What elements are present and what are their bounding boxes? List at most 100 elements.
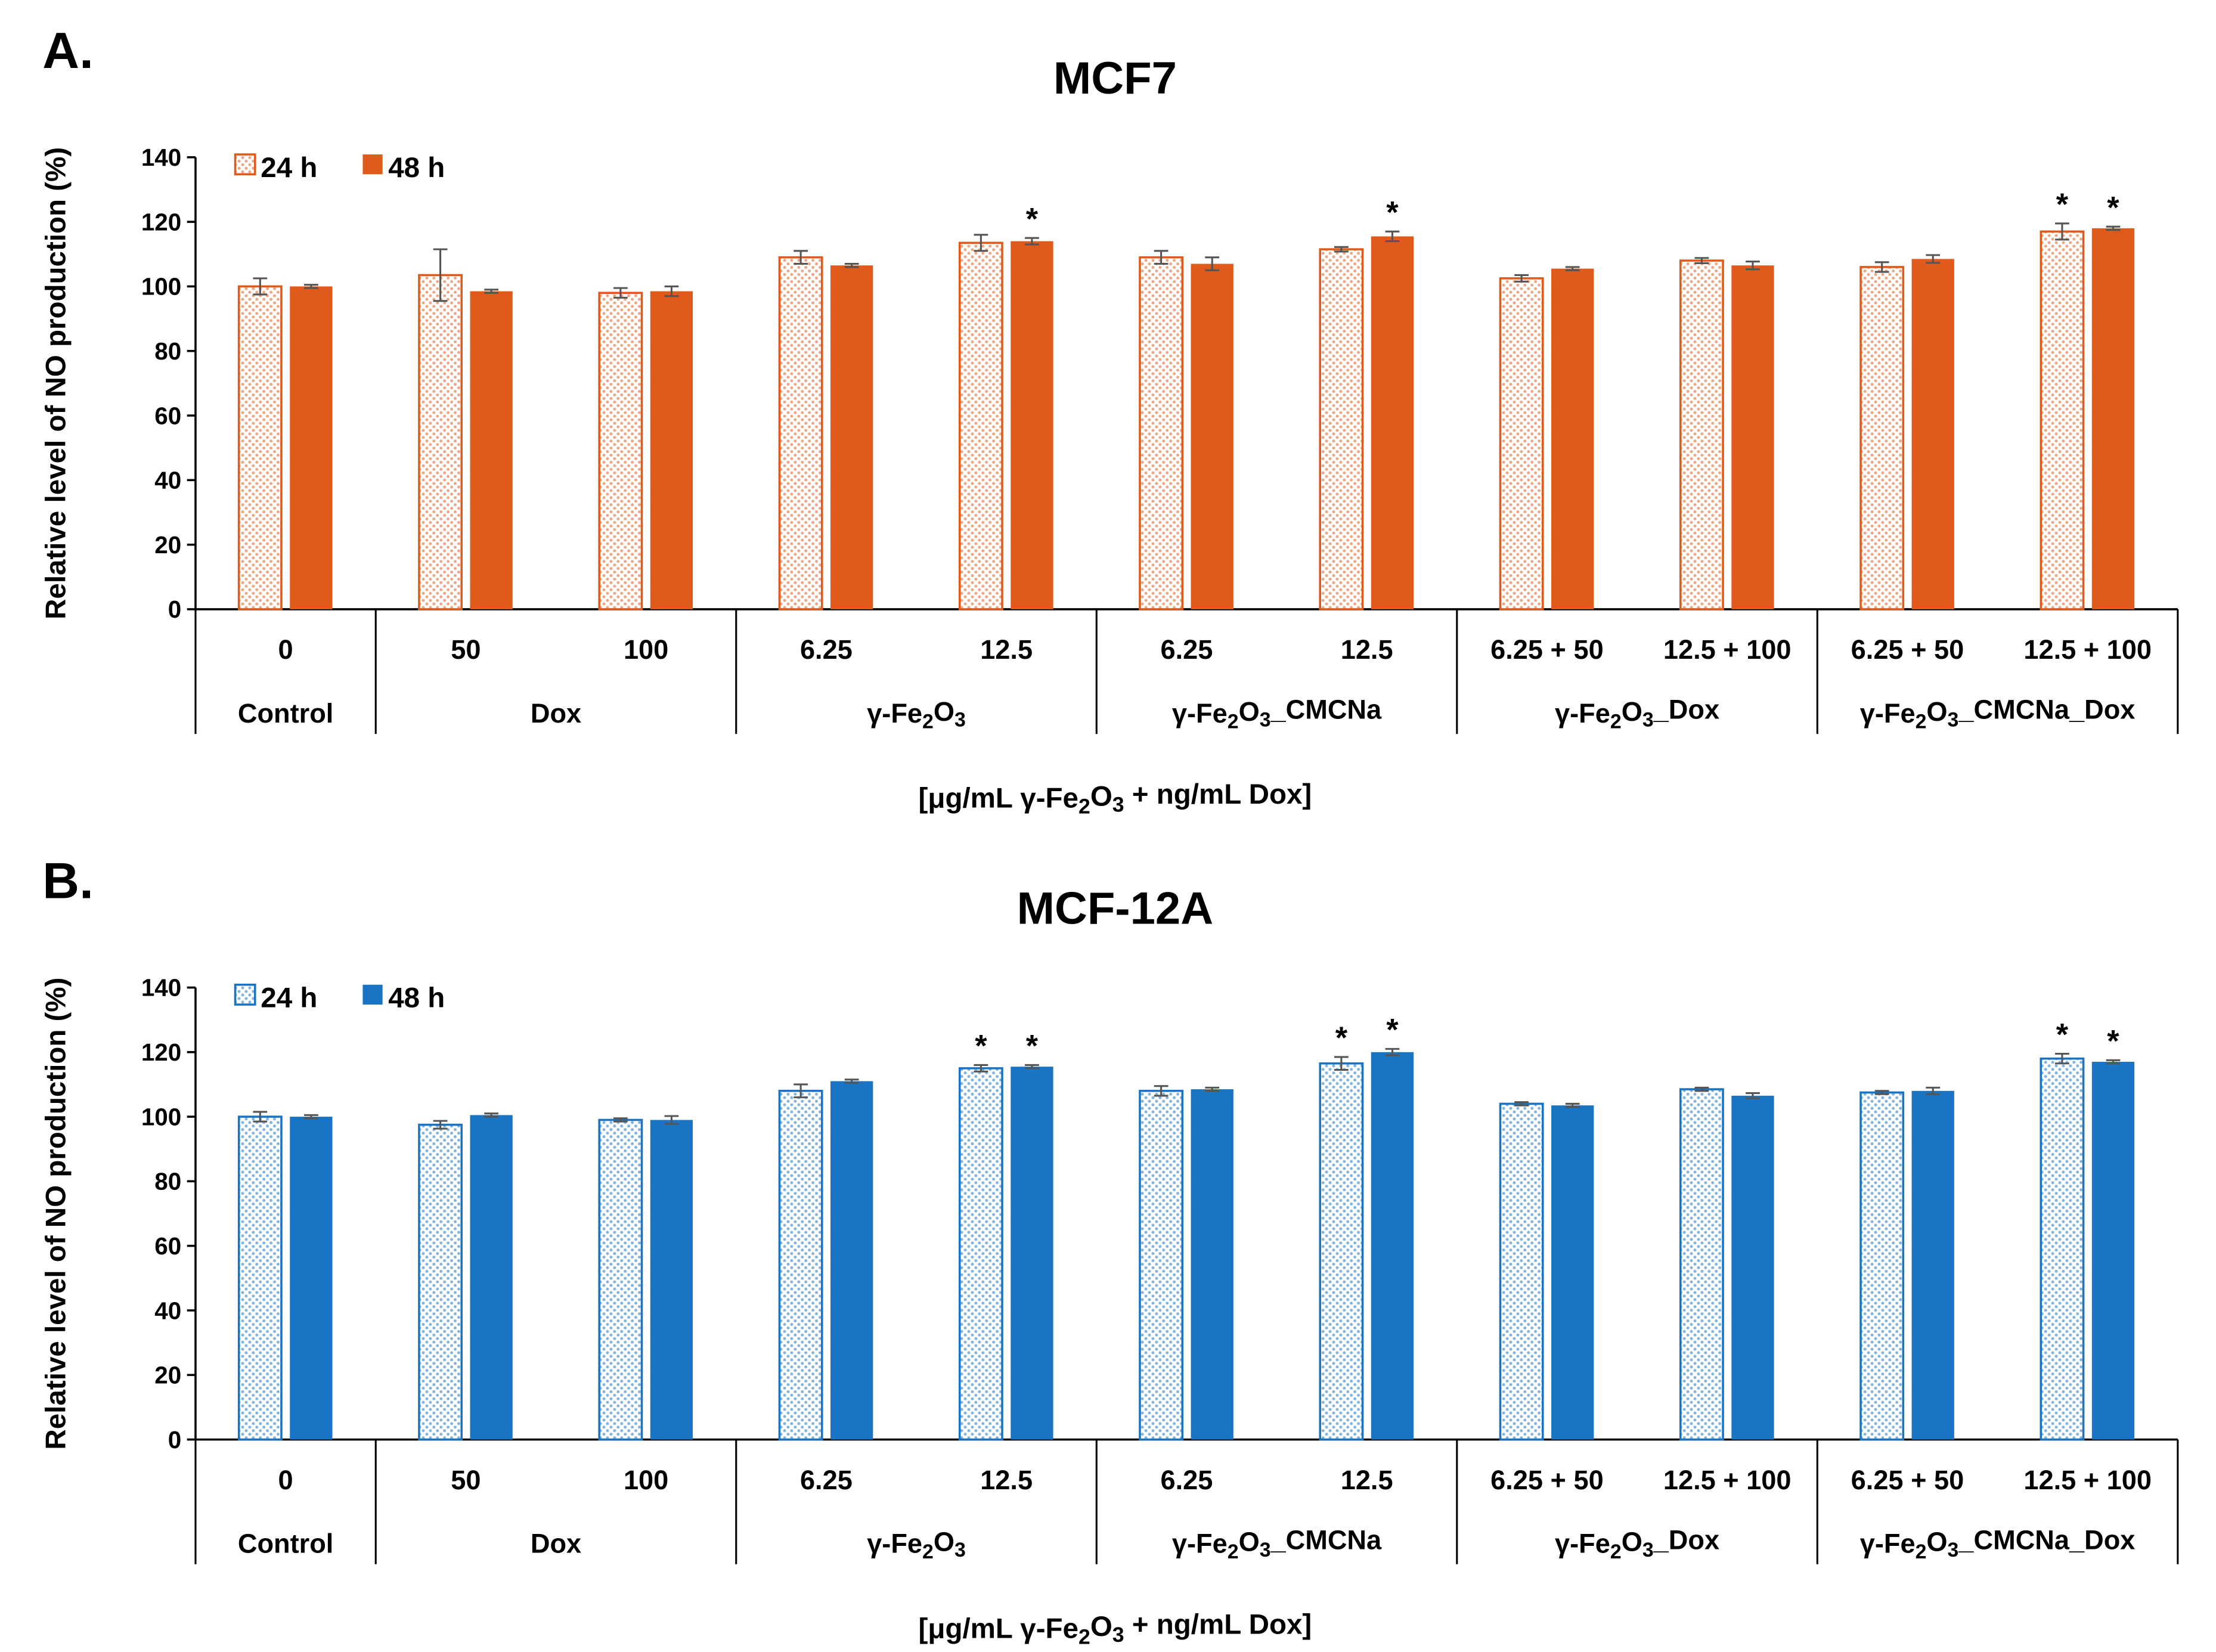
bar-48h: [1011, 1067, 1053, 1440]
panel-label: A.: [42, 23, 94, 79]
x-tick-label: 0: [278, 1465, 293, 1495]
bar-48h: [290, 1117, 333, 1440]
x-tick-label: 12.5: [1341, 634, 1393, 665]
bar-24h: [237, 285, 283, 610]
y-tick-label: 140: [141, 974, 181, 1002]
x-tick-label: 12.5: [980, 634, 1033, 665]
bar-24h: [1679, 1088, 1724, 1441]
group-label: Control: [238, 1529, 333, 1559]
bar-48h: [1011, 241, 1053, 609]
group-label: γ-Fe2O3_CMCNa_Dox: [1860, 1524, 2136, 1563]
y-tick-label: 20: [154, 531, 181, 559]
bar-48h: [2091, 228, 2135, 609]
x-tick-label: 100: [624, 1465, 668, 1495]
chart-title: MCF7: [1053, 53, 1177, 104]
legend-swatch: [234, 153, 256, 176]
bar-24h: [1139, 1089, 1184, 1441]
bar-24h: [1499, 277, 1544, 610]
legend-swatch: [234, 983, 256, 1006]
bar-24h: [418, 1123, 463, 1441]
bar-48h: [1191, 1089, 1233, 1440]
chart-title: MCF-12A: [1017, 884, 1214, 934]
group-label: γ-Fe2O3: [867, 696, 966, 733]
significance-asterisk: *: [1386, 196, 1399, 230]
bar-24h: [958, 1067, 1003, 1441]
bar-48h: [1191, 264, 1233, 609]
y-tick-label: 20: [154, 1362, 181, 1389]
x-tick-label: 6.25 + 50: [1490, 634, 1604, 665]
bar-48h: [1731, 265, 1774, 609]
significance-asterisk: *: [2056, 188, 2069, 222]
y-tick-label: 80: [154, 337, 181, 365]
bar-48h: [1911, 1090, 1954, 1440]
y-tick-label: 60: [154, 402, 181, 429]
bar-24h: [1319, 1062, 1364, 1441]
bar-48h: [650, 291, 693, 609]
x-tick-label: 12.5 + 100: [2023, 1465, 2152, 1495]
legend-swatch: [362, 984, 383, 1005]
x-tick-label: 50: [451, 1465, 481, 1495]
x-tick-label: 6.25: [1160, 1465, 1213, 1495]
bar-48h: [470, 1115, 513, 1440]
bar-48h: [1731, 1095, 1774, 1440]
bar-24h: [778, 256, 823, 610]
legend: 24 h 48 h: [234, 982, 445, 1014]
bar-48h: [830, 265, 873, 609]
group-label: γ-Fe2O3: [867, 1527, 966, 1564]
group-label: Dox: [531, 698, 581, 729]
x-tick-label: 6.25 + 50: [1851, 1465, 1964, 1495]
x-tick-label: 12.5: [980, 1465, 1033, 1495]
legend-label: 24 h: [261, 152, 317, 184]
group-label: γ-Fe2O3_CMCNa: [1172, 695, 1382, 733]
significance-asterisk: *: [1026, 202, 1039, 237]
y-tick-label: 0: [168, 1426, 181, 1453]
y-tick-label: 120: [141, 1039, 181, 1066]
bar-48h: [830, 1081, 873, 1440]
group-label: γ-Fe2O3_CMCNa_Dox: [1860, 695, 2136, 733]
significance-asterisk: *: [2056, 1018, 2069, 1052]
x-tick-label: 6.25 + 50: [1490, 1465, 1604, 1495]
bar-48h: [1551, 268, 1594, 609]
x-tick-label: 12.5 + 100: [1663, 634, 1792, 665]
significance-asterisk: *: [1335, 1021, 1348, 1056]
bar-24h: [1139, 256, 1184, 610]
x-tick-label: 6.25: [800, 634, 853, 665]
bar-48h: [1371, 236, 1414, 609]
y-tick-label: 0: [168, 596, 181, 623]
bar-48h: [1911, 259, 1954, 609]
legend-swatch: [362, 154, 383, 175]
x-tick-label: 12.5: [1341, 1465, 1393, 1495]
bar-24h: [237, 1115, 283, 1441]
bar-24h: [1499, 1102, 1544, 1441]
y-tick-label: 80: [154, 1168, 181, 1195]
bar-24h: [2040, 1057, 2085, 1441]
group-label: Control: [238, 698, 333, 729]
y-tick-label: 40: [154, 467, 181, 494]
significance-asterisk: *: [1386, 1013, 1399, 1047]
legend: 24 h 48 h: [234, 152, 445, 184]
significance-asterisk: *: [2107, 191, 2119, 225]
bar-48h: [470, 291, 513, 609]
y-tick-label: 60: [154, 1232, 181, 1260]
group-label: γ-Fe2O3_Dox: [1555, 695, 1719, 733]
panel-label: B.: [42, 853, 94, 910]
x-tick-label: 50: [451, 634, 481, 665]
y-tick-label: 40: [154, 1297, 181, 1324]
y-tick-label: 100: [141, 1103, 181, 1130]
bar-24h: [1859, 266, 1905, 610]
bar-48h: [1371, 1052, 1414, 1440]
x-tick-label: 12.5 + 100: [2023, 634, 2152, 665]
legend-label: 48 h: [388, 982, 445, 1014]
x-tick-label: 12.5 + 100: [1663, 1465, 1792, 1495]
y-tick-label: 120: [141, 208, 181, 235]
bar-48h: [290, 286, 333, 609]
x-axis-title: [μg/mL γ-Fe2O3 + ng/mL Dox]: [919, 1609, 1312, 1649]
chart-panel-a: A. MCF7 Relative level of NO production (%…: [40, 23, 2179, 819]
bar-24h: [598, 292, 643, 610]
y-tick-label: 100: [141, 273, 181, 300]
y-axis-label: Relative level of NO production (%): [40, 978, 72, 1450]
x-tick-label: 100: [624, 634, 668, 665]
x-tick-label: 6.25: [1160, 634, 1213, 665]
significance-asterisk: *: [2107, 1024, 2119, 1059]
